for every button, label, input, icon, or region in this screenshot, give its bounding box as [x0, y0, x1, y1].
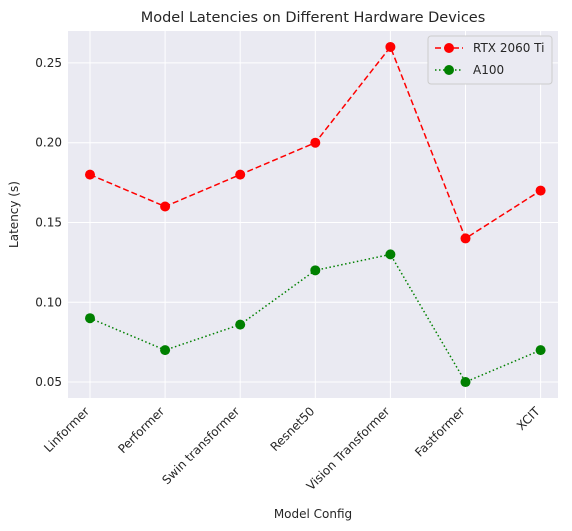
x-tick-label: Linformer: [41, 404, 92, 455]
data-point: [385, 249, 396, 260]
x-tick-label: XCIT: [514, 404, 543, 433]
legend: RTX 2060 Ti A100: [427, 35, 553, 85]
x-tick-label: Resnet50: [268, 404, 318, 454]
data-point: [235, 169, 246, 180]
data-point: [160, 201, 171, 212]
x-tick-label: Performer: [115, 404, 167, 456]
data-point: [310, 265, 321, 276]
data-point: [460, 377, 471, 388]
y-tick-label: 0.20: [35, 136, 62, 150]
x-tick-label: Vision Transformer: [304, 404, 393, 493]
legend-marker-rtx: [444, 43, 454, 53]
data-point: [310, 137, 321, 148]
data-point: [460, 233, 471, 244]
data-point: [535, 185, 546, 196]
y-tick-labels: 0.05 0.10 0.15 0.20 0.25: [35, 56, 62, 389]
data-point: [235, 319, 246, 330]
data-point: [160, 345, 171, 356]
y-axis-title: Latency (s): [7, 181, 21, 248]
legend-marker-a100: [444, 65, 454, 75]
x-tick-label: Fastformer: [412, 404, 467, 459]
data-point: [535, 345, 546, 356]
plot-area: [68, 31, 558, 398]
x-tick-label: Swin transformer: [159, 404, 242, 487]
y-tick-label: 0.15: [35, 215, 62, 229]
y-tick-label: 0.10: [35, 295, 62, 309]
y-tick-label: 0.05: [35, 375, 62, 389]
y-tick-label: 0.25: [35, 56, 62, 70]
x-axis-title: Model Config: [274, 507, 352, 521]
chart-title: Model Latencies on Different Hardware De…: [141, 10, 486, 26]
data-point: [385, 41, 396, 52]
series-lines: [85, 41, 546, 388]
grid-lines: [68, 31, 558, 398]
legend-label-a100: A100: [473, 63, 504, 77]
data-point: [85, 169, 95, 180]
legend-label-rtx: RTX 2060 Ti: [473, 41, 544, 55]
data-point: [85, 313, 95, 324]
